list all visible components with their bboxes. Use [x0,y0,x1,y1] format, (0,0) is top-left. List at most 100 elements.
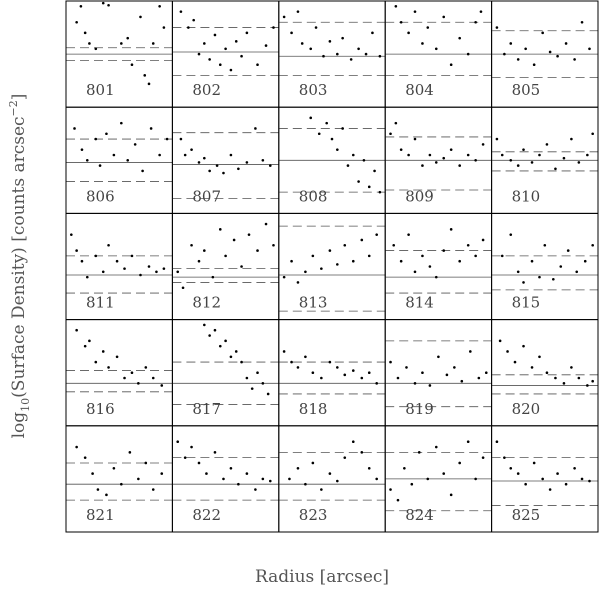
data-point [351,259,355,263]
data-point [399,20,403,24]
data-point [413,137,417,141]
panel [278,440,386,501]
data-point [378,190,382,194]
data-point [203,249,206,252]
data-point [373,169,376,173]
data-point [197,461,201,465]
data-point [245,376,249,380]
data-point [399,148,403,151]
data-point [213,451,217,454]
data-point [506,350,509,353]
data-point [522,281,525,284]
data-point [311,254,315,258]
data-point [247,233,251,236]
data-point [85,275,89,279]
data-point [360,376,364,380]
data-point [94,137,98,141]
panel-title: 814 [405,294,434,312]
data-point [346,164,350,167]
panel-title: 809 [405,187,434,205]
data-point [320,488,323,491]
data-point [105,132,108,136]
data-point [190,148,193,151]
data-point [126,159,130,162]
data-point [469,350,472,353]
data-point [421,42,424,45]
data-point [149,127,153,130]
data-point [96,488,100,491]
data-point [80,259,84,263]
data-point [407,153,410,157]
data-point [120,482,123,486]
data-point [304,270,307,274]
data-point [155,270,158,274]
data-point [516,270,520,274]
data-point [559,265,563,268]
panel-title: 824 [405,506,434,524]
data-point [94,47,98,51]
data-point [179,10,183,13]
panel [172,323,279,405]
y-label-sub: 10 [19,398,32,412]
data-point [300,42,304,45]
data-point [229,466,233,470]
data-point [304,482,307,486]
panel-title: 801 [86,81,115,99]
data-point [474,20,477,24]
data-point [500,254,504,258]
data-point [532,461,536,465]
data-point [378,54,382,58]
data-point [254,127,257,130]
data-point [130,63,134,67]
panel-title: 810 [512,187,541,205]
data-point [466,52,470,56]
data-point [139,15,142,19]
panel-frame [384,319,493,427]
data-point [261,159,265,162]
data-point [256,63,259,67]
data-point [428,265,432,268]
data-point [554,167,557,171]
data-point [88,42,91,45]
data-point [158,5,161,8]
data-point [562,382,566,385]
data-point [309,47,313,51]
data-point [181,286,185,290]
data-point [80,148,84,151]
data-point [498,339,502,343]
panel-title: 823 [299,506,328,524]
data-point [328,360,332,364]
data-point [88,339,91,343]
data-point [586,384,589,387]
data-point [509,233,513,236]
panel-frame [171,212,280,321]
data-point [322,54,325,58]
data-point [538,153,541,157]
data-point [509,42,513,45]
data-point [205,472,208,475]
data-point [481,143,485,146]
data-point [197,161,201,164]
panel-title: 805 [512,81,541,99]
data-point [237,167,240,171]
data-point [105,493,108,497]
data-point [495,440,499,444]
data-point [290,259,293,263]
data-point [575,270,579,274]
data-point [254,488,257,491]
data-point [70,233,73,236]
data-point [445,373,449,377]
data-point [325,121,328,125]
data-point [541,31,544,35]
data-point [351,440,355,444]
data-point [413,10,417,13]
data-point [197,259,201,263]
data-point [364,52,368,56]
data-point [245,31,249,35]
data-point [449,493,453,497]
data-point [261,477,265,481]
data-point [229,68,233,72]
data-point [328,40,332,43]
data-point [73,127,76,130]
